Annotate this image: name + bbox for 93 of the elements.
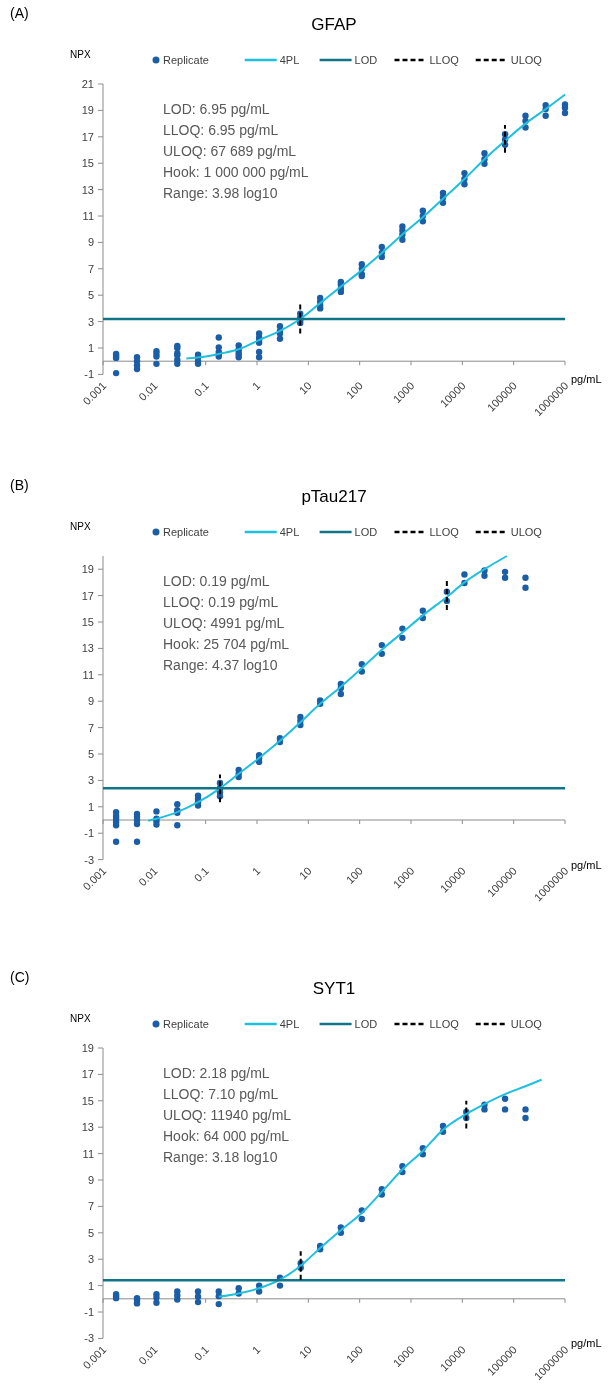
annotation: ULOQ: 11940 pg/mL <box>163 1107 292 1123</box>
y-tick-label: 5 <box>87 289 94 302</box>
y-tick-label: 21 <box>81 78 94 90</box>
y-tick-label: 1 <box>87 1279 94 1292</box>
y-tick-label: 5 <box>87 1226 94 1239</box>
legend-label: LOD <box>354 526 378 538</box>
x-tick-label: 0.01 <box>136 864 160 889</box>
y-tick-label: -3 <box>84 853 94 866</box>
annotation: LOD: 6.95 pg/mL <box>163 101 270 117</box>
y-tick-label: 3 <box>87 774 94 787</box>
y-tick-label: 1 <box>87 800 94 813</box>
y-tick-label: 19 <box>81 563 94 576</box>
annotation: Range: 4.37 log10 <box>163 657 278 673</box>
y-tick-label: 13 <box>81 183 94 196</box>
y-tick-label: 13 <box>81 1121 94 1134</box>
annotation: Hook: 64 000 pg/mL <box>163 1128 290 1144</box>
y-tick-label: 7 <box>87 262 94 275</box>
y-tick-label: 11 <box>82 210 94 222</box>
x-tick-label: 100 <box>343 379 366 401</box>
y-tick-label: -3 <box>84 1332 94 1345</box>
y-tick-label: -1 <box>84 1306 94 1318</box>
y-tick-label: 9 <box>87 236 94 249</box>
annotation: LLOQ: 7.10 pg/mL <box>163 1086 279 1102</box>
chart-title: SYT1 <box>312 979 356 998</box>
annotation: LLOQ: 0.19 pg/mL <box>163 594 279 610</box>
legend-label: Replicate <box>163 526 209 538</box>
y-tick-label: 3 <box>87 1253 94 1266</box>
x-tick-label: 1 <box>249 864 263 878</box>
annotation: ULOQ: 4991 pg/mL <box>163 615 285 631</box>
y-axis-title: NPX <box>70 1013 91 1024</box>
y-tick-label: 3 <box>87 315 94 328</box>
x-tick-label: 1 <box>249 379 263 393</box>
y-tick-label: -1 <box>84 827 94 840</box>
text: (B) <box>10 477 29 493</box>
annotation: Range: 3.18 log10 <box>163 1149 278 1165</box>
annotation: Range: 3.98 log10 <box>163 185 278 201</box>
y-tick-label: 17 <box>81 1068 94 1081</box>
x-tick-label: 10 <box>296 379 314 397</box>
x-axis-title: pg/mL <box>571 373 602 386</box>
legend-label: ULOQ <box>510 1018 543 1030</box>
y-axis-title: NPX <box>70 49 91 60</box>
y-tick-label: 15 <box>81 616 94 628</box>
y-tick-label: 17 <box>81 130 94 143</box>
x-tick-label: 100 <box>343 864 366 886</box>
annotation: LLOQ: 6.95 pg/mL <box>163 122 279 138</box>
legend-label: LOD <box>354 54 378 66</box>
legend-label: ULOQ <box>510 54 543 66</box>
y-tick-label: 19 <box>81 104 94 117</box>
x-axis-title: pg/mL <box>571 858 602 871</box>
legend-label: 4PL <box>279 1018 300 1030</box>
y-tick-label: 9 <box>87 1174 94 1186</box>
x-axis-title: pg/mL <box>571 1337 602 1350</box>
y-tick-label: 7 <box>87 1200 94 1213</box>
x-tick-label: 100 <box>343 1343 366 1365</box>
legend-label: LLOQ <box>429 1018 460 1030</box>
y-tick-label: 19 <box>81 1042 94 1054</box>
annotation: Hook: 25 704 pg/mL <box>163 636 290 652</box>
chart-title: GFAP <box>311 15 357 34</box>
legend-label: 4PL <box>279 526 300 538</box>
legend-label: Replicate <box>163 1018 209 1030</box>
y-axis-title: NPX <box>70 521 91 532</box>
legend-label: LLOQ <box>429 526 460 538</box>
x-tick-label: 1 <box>249 1343 263 1357</box>
x-tick-label: 0.1 <box>191 1343 212 1363</box>
annotation: ULOQ: 67 689 pg/mL <box>163 143 297 159</box>
x-tick-label: 0.1 <box>191 864 212 884</box>
y-tick-label: 5 <box>87 748 94 760</box>
y-tick-label: 9 <box>87 695 94 708</box>
x-tick-label: 10 <box>296 1343 314 1361</box>
y-tick-label: 15 <box>81 1094 94 1107</box>
legend-label: LLOQ <box>429 54 460 66</box>
y-tick-label: 1 <box>87 342 94 354</box>
legend-label: ULOQ <box>510 526 543 538</box>
x-tick-label: 10 <box>296 864 314 882</box>
y-tick-label: 15 <box>81 157 94 170</box>
annotation: Hook: 1 000 000 pg/mL <box>163 164 309 180</box>
text: (A) <box>10 5 29 21</box>
y-tick-label: 11 <box>82 1147 94 1160</box>
x-tick-label: 0.1 <box>191 379 212 399</box>
y-tick-label: 17 <box>81 589 94 602</box>
legend-label: 4PL <box>279 54 300 66</box>
y-tick-label: -1 <box>84 368 94 381</box>
annotation: LOD: 2.18 pg/mL <box>163 1065 270 1081</box>
y-tick-label: 7 <box>87 721 94 734</box>
legend-label: LOD <box>354 1018 378 1030</box>
x-tick-label: 0.01 <box>136 1343 160 1367</box>
y-tick-label: 13 <box>81 642 94 655</box>
legend-label: Replicate <box>163 54 209 66</box>
y-tick-label: 11 <box>82 668 94 681</box>
annotation: LOD: 0.19 pg/mL <box>163 573 270 589</box>
x-tick-label: 0.01 <box>136 379 160 403</box>
text: (C) <box>10 969 30 985</box>
chart-title: pTau217 <box>301 487 367 506</box>
